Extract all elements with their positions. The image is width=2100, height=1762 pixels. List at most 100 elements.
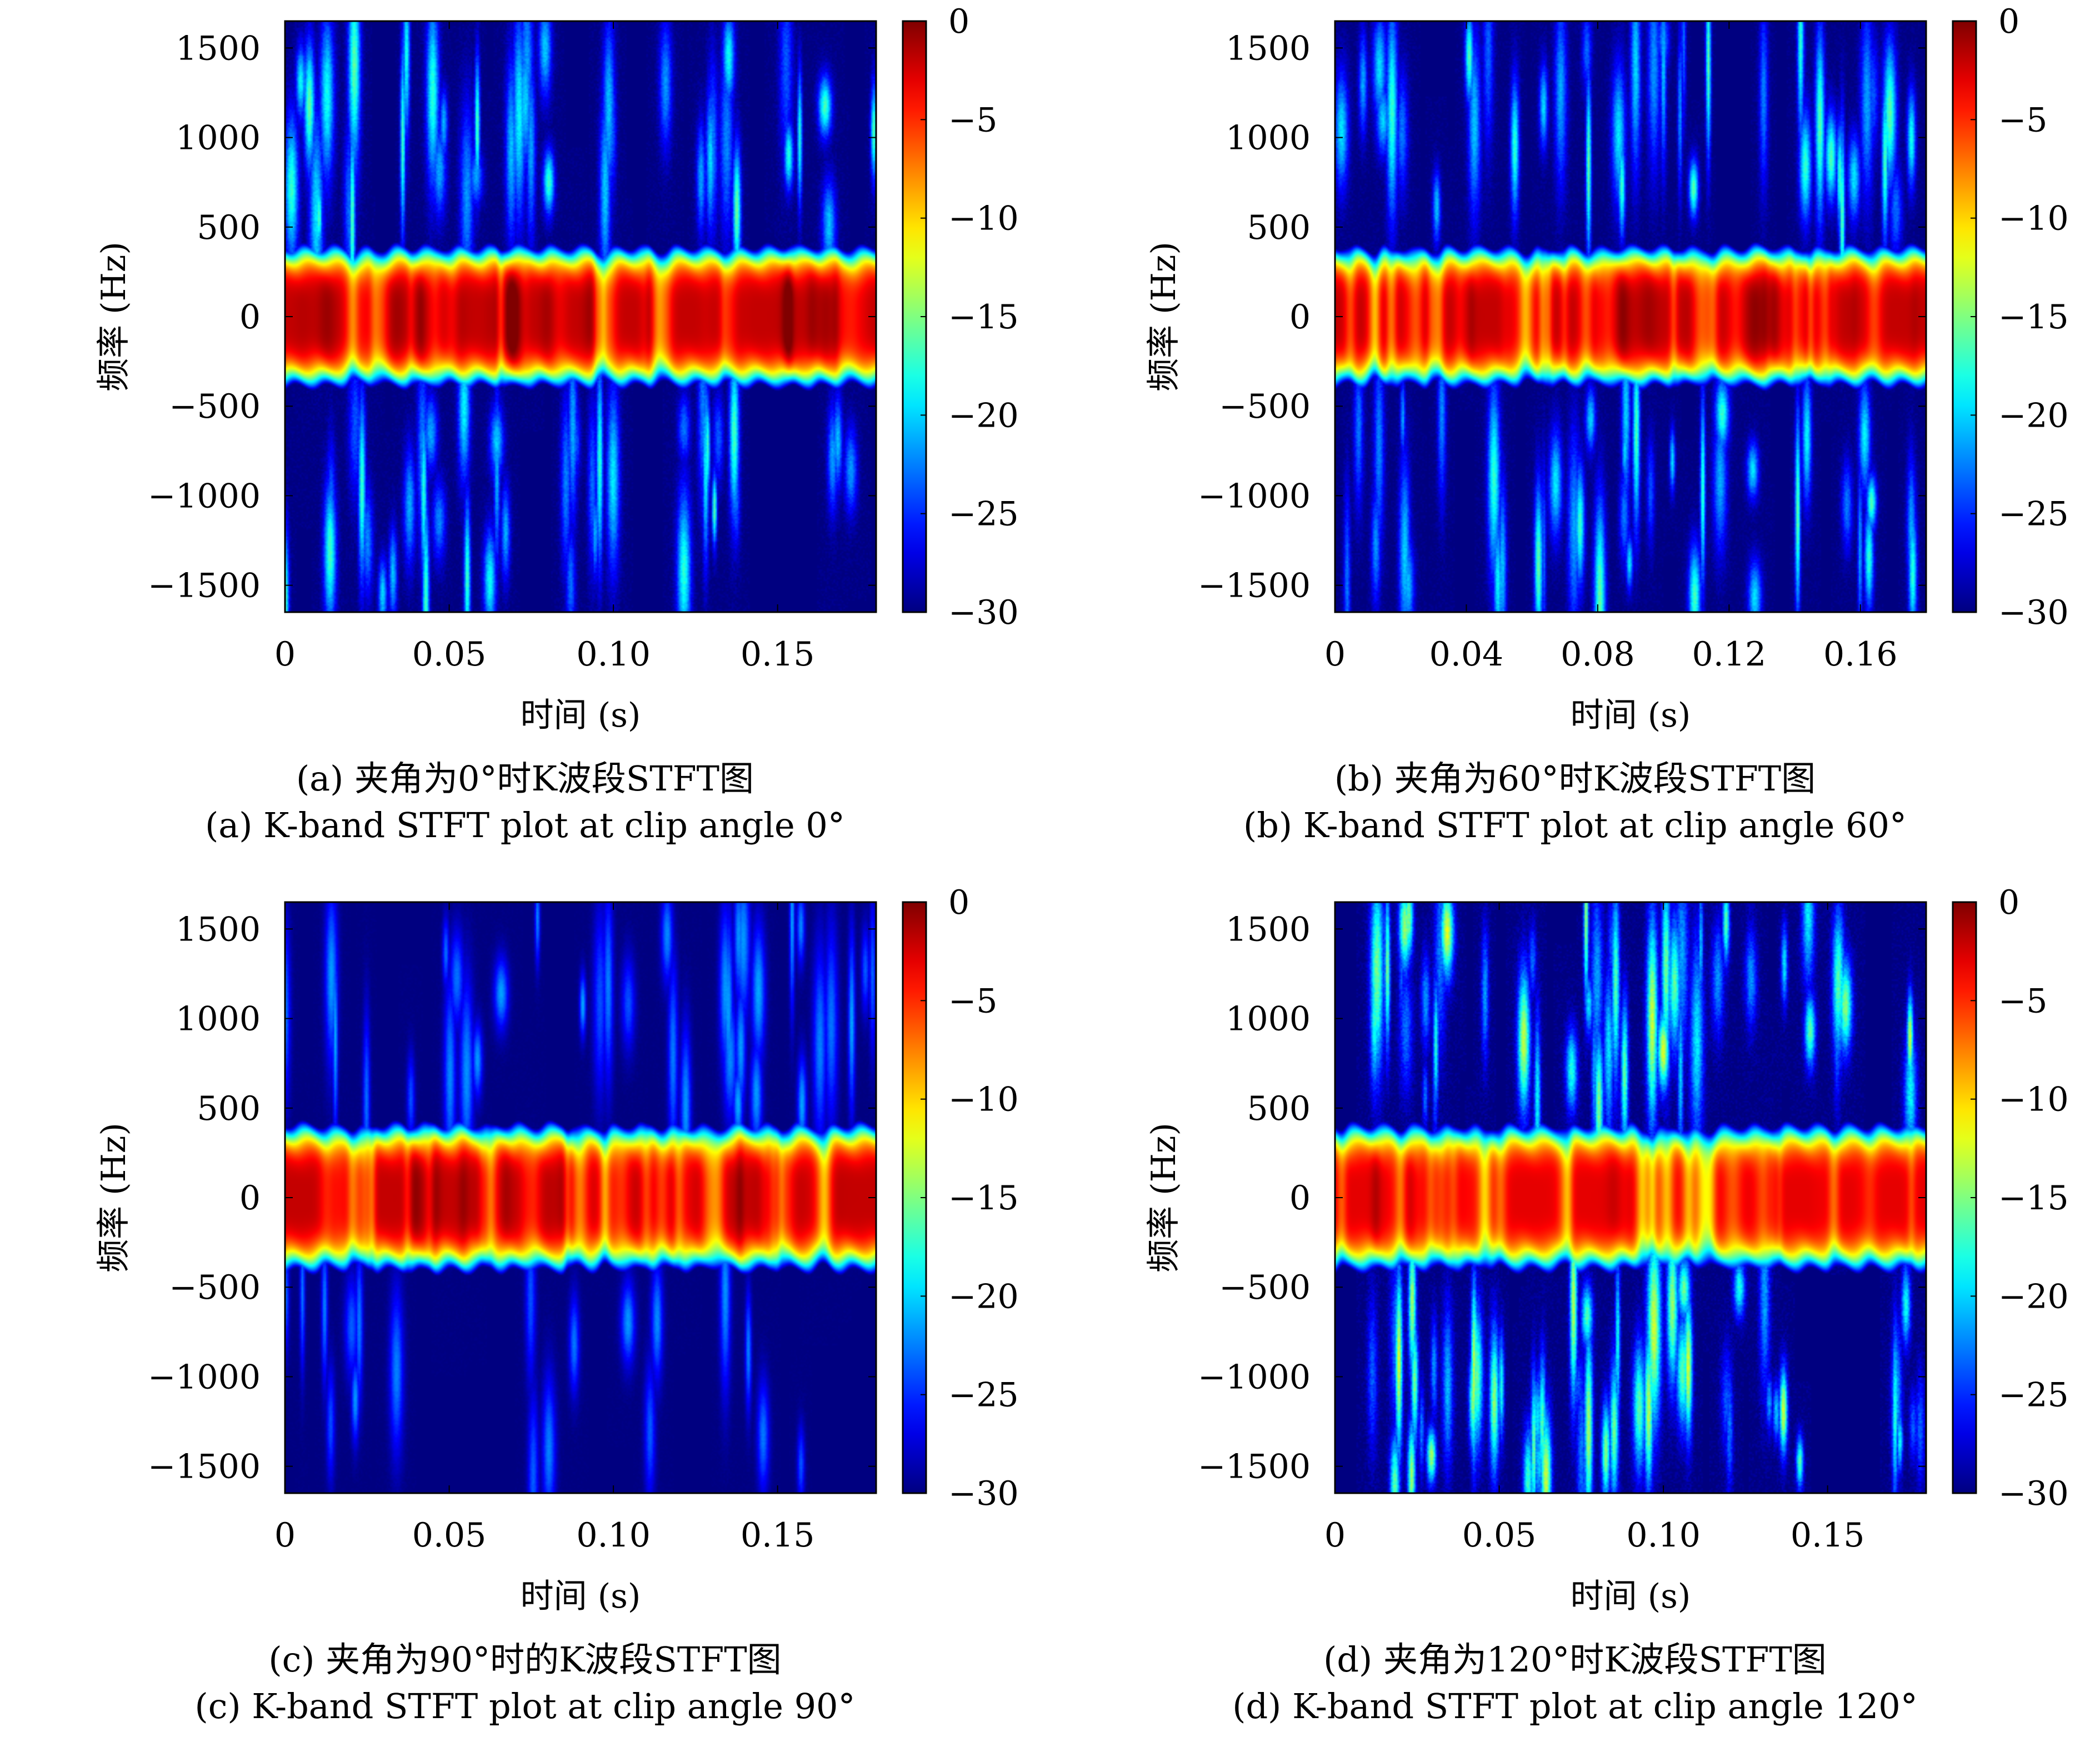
colorbar-tick-label: 0 [948, 2, 969, 41]
x-tick-label: 0.12 [1692, 635, 1767, 674]
colorbar-tick-label: −5 [1998, 101, 2047, 139]
caption-a-zh: (a) 夹角为0°时K波段STFT图 [296, 758, 754, 799]
x-tick-label: 0.10 [1626, 1516, 1701, 1555]
x-tick-label: 0.16 [1823, 635, 1898, 674]
x-tick-label: 0 [1324, 635, 1346, 674]
colorbar-tick-label: −15 [948, 1179, 1019, 1218]
y-tick-label: 1000 [176, 1000, 261, 1039]
y-tick-label: −1000 [1198, 1358, 1311, 1396]
y-axis-label: 频率 (Hz) [94, 242, 133, 392]
x-tick-label: 0.05 [412, 1516, 487, 1555]
y-tick-label: −500 [1219, 387, 1311, 426]
y-tick-label: −500 [1219, 1268, 1311, 1307]
y-tick-label: −500 [169, 387, 261, 426]
x-tick-label: 0.15 [1791, 1516, 1865, 1555]
x-axis-label: 时间 (s) [521, 696, 641, 735]
x-tick-label: 0 [1324, 1516, 1346, 1555]
y-axis-label: 频率 (Hz) [1144, 242, 1183, 392]
y-tick-label: 1500 [1226, 29, 1311, 68]
y-tick-label: −1000 [148, 1358, 261, 1396]
y-tick-label: −500 [169, 1268, 261, 1307]
y-tick-label: −1000 [1198, 477, 1311, 515]
colorbar-tick-label: 0 [1998, 2, 2019, 41]
colorbar-tick-label: 0 [1998, 883, 2019, 922]
x-tick-label: 0 [274, 635, 296, 674]
caption-a-en: (a) K-band STFT plot at clip angle 0° [205, 805, 845, 845]
y-tick-label: 1500 [176, 29, 261, 68]
y-tick-label: 500 [1247, 208, 1311, 247]
colorbar-tick-label: −30 [1998, 1474, 2069, 1513]
chart-b: 0 0.04 0.08 0.12 0.16 1500 1000 500 0 −500 −1000 −1… [1144, 2, 2069, 735]
colorbar-tick-label: −20 [948, 1277, 1019, 1316]
y-tick-label: 0 [239, 1179, 261, 1218]
colorbar-tick-label: −25 [1998, 1376, 2069, 1415]
y-tick-label: −1500 [1198, 567, 1311, 605]
y-tick-label: 500 [197, 1089, 261, 1128]
caption-c-en: (c) K-band STFT plot at clip angle 90° [194, 1686, 856, 1726]
y-tick-label: 0 [239, 298, 261, 337]
colorbar-tick-label: −20 [1998, 396, 2069, 435]
colorbar-tick-label: −10 [948, 199, 1019, 238]
panel-c: 0 0.05 0.10 0.15 1500 1000 500 0 −500 −1000 −1500 时… [0, 881, 1050, 1762]
panel-d: 0 0.05 0.10 0.15 1500 1000 500 0 −500 −1000 −1500 时… [1050, 881, 2100, 1762]
y-tick-label: 0 [1289, 1179, 1311, 1218]
y-tick-label: 1000 [176, 119, 261, 158]
panel-b: 0 0.04 0.08 0.12 0.16 1500 1000 500 0 −500 −1000 −1… [1050, 0, 2100, 881]
colorbar-tick-label: −5 [948, 101, 997, 139]
x-tick-label: 0.08 [1561, 635, 1635, 674]
spectrogram-heatmap [285, 21, 876, 612]
colorbar-tick-label: 0 [948, 883, 969, 922]
colorbar-tick-label: −30 [948, 1474, 1019, 1513]
caption-c-zh: (c) 夹角为90°时的K波段STFT图 [268, 1639, 782, 1680]
caption-b-en: (b) K-band STFT plot at clip angle 60° [1243, 805, 1907, 845]
y-tick-label: −1500 [148, 1448, 261, 1486]
y-tick-label: 1500 [1226, 910, 1311, 949]
x-tick-label: 0 [274, 1516, 296, 1555]
colorbar-tick-label: −5 [948, 982, 997, 1020]
spectrogram-heatmap [285, 902, 876, 1493]
colorbar-tick-label: −25 [948, 495, 1019, 534]
x-tick-label: 0.15 [741, 1516, 815, 1555]
y-tick-label: 1500 [176, 910, 261, 949]
colorbar-tick-label: −15 [1998, 298, 2069, 337]
colorbar-tick-label: −10 [1998, 1080, 2069, 1119]
colorbar-tick-label: −20 [948, 396, 1019, 435]
colorbar-tick-label: −15 [1998, 1179, 2069, 1218]
y-tick-label: 500 [197, 208, 261, 247]
x-tick-label: 0.15 [741, 635, 815, 674]
colorbar-tick-label: −5 [1998, 982, 2047, 1020]
y-tick-label: −1500 [1198, 1448, 1311, 1486]
y-tick-label: 1000 [1226, 1000, 1311, 1039]
colorbar-tick-label: −10 [1998, 199, 2069, 238]
panel-a: 0 0.05 0.10 0.15 1500 1000 500 0 −500 −1000 −1500 时… [0, 0, 1050, 881]
y-tick-label: 0 [1289, 298, 1311, 337]
caption-d-en: (d) K-band STFT plot at clip angle 120° [1232, 1686, 1918, 1726]
spectrogram-heatmap [1335, 21, 1926, 612]
x-tick-label: 0.04 [1429, 635, 1504, 674]
colorbar-tick-label: −25 [1998, 495, 2069, 534]
y-axis-label: 频率 (Hz) [94, 1123, 133, 1273]
y-axis-label: 频率 (Hz) [1144, 1123, 1183, 1273]
chart-d: 0 0.05 0.10 0.15 1500 1000 500 0 −500 −1000 −1500 时… [1144, 883, 2069, 1616]
colorbar-tick-label: −20 [1998, 1277, 2069, 1316]
y-tick-label: 1000 [1226, 119, 1311, 158]
y-tick-label: −1500 [148, 567, 261, 605]
chart-a: 0 0.05 0.10 0.15 1500 1000 500 0 −500 −1000 −1500 时… [94, 2, 1019, 735]
colorbar-tick-label: −30 [1998, 593, 2069, 632]
colorbar-tick-label: −25 [948, 1376, 1019, 1415]
x-axis-label: 时间 (s) [1571, 1577, 1691, 1616]
colorbar-tick-label: −30 [948, 593, 1019, 632]
chart-c: 0 0.05 0.10 0.15 1500 1000 500 0 −500 −1000 −1500 时… [94, 883, 1019, 1616]
y-tick-label: 500 [1247, 1089, 1311, 1128]
x-tick-label: 0.05 [1462, 1516, 1537, 1555]
spectrogram-heatmap [1335, 902, 1926, 1493]
caption-d-zh: (d) 夹角为120°时K波段STFT图 [1323, 1639, 1827, 1680]
y-tick-label: −1000 [148, 477, 261, 515]
x-tick-label: 0.05 [412, 635, 487, 674]
x-axis-label: 时间 (s) [1571, 696, 1691, 735]
x-tick-label: 0.10 [576, 635, 651, 674]
x-tick-label: 0.10 [576, 1516, 651, 1555]
colorbar-tick-label: −15 [948, 298, 1019, 337]
caption-b-zh: (b) 夹角为60°时K波段STFT图 [1334, 758, 1816, 799]
x-axis-label: 时间 (s) [521, 1577, 641, 1616]
